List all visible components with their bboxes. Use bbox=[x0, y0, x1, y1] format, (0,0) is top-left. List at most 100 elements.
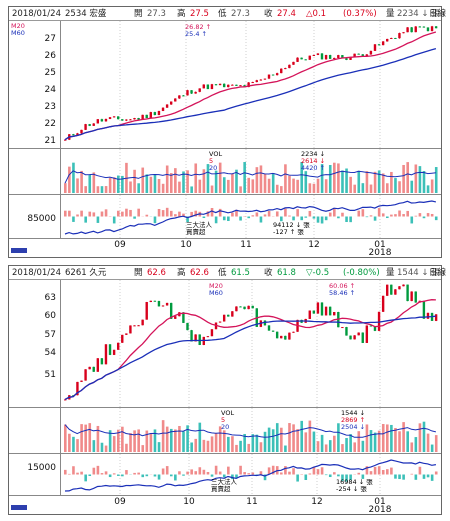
close-label: 收 bbox=[264, 268, 273, 278]
volume-value: 1544 ↓ 張 bbox=[397, 268, 440, 278]
candle-body bbox=[288, 64, 291, 69]
institutional-bar bbox=[357, 210, 361, 217]
open-label: 開 bbox=[134, 9, 143, 19]
volume-bar bbox=[304, 171, 308, 193]
volume-bar bbox=[243, 433, 246, 452]
stock-symbol: 6261 久元 bbox=[65, 268, 107, 278]
institutional-bar bbox=[133, 472, 136, 475]
volume-y-axis bbox=[9, 149, 61, 194]
institutional-bar bbox=[96, 216, 100, 223]
institutional-bar bbox=[341, 212, 344, 217]
volume-bar bbox=[410, 442, 414, 452]
candle-body bbox=[377, 44, 381, 46]
institutional-bar bbox=[178, 471, 181, 475]
institutional-bar bbox=[430, 474, 434, 481]
volume-bar bbox=[255, 434, 259, 452]
institutional-bar bbox=[137, 472, 140, 475]
volume-chart: VOL 5 20 1544 ↓ 2869 ↑ 2504 ↓ bbox=[9, 408, 441, 454]
candle-body bbox=[333, 57, 336, 59]
candle-body bbox=[116, 342, 120, 350]
volume-bar bbox=[251, 179, 255, 193]
candle-body bbox=[222, 83, 226, 88]
institutional-bar bbox=[434, 471, 438, 475]
more-button[interactable] bbox=[11, 248, 27, 253]
candle-body bbox=[104, 118, 108, 122]
institutional-bar bbox=[320, 467, 324, 475]
candle-body bbox=[125, 333, 128, 335]
change-value: ▽-0.5 bbox=[306, 268, 330, 278]
institutional-bar bbox=[259, 471, 263, 475]
institutional-bar bbox=[210, 208, 214, 217]
candle-body bbox=[239, 306, 242, 308]
candle-body bbox=[308, 310, 311, 319]
volume-bar bbox=[430, 179, 434, 193]
institutional-bar bbox=[198, 467, 202, 475]
open-value: 62.6 bbox=[147, 268, 166, 278]
institutional-line bbox=[64, 200, 437, 235]
volume-bar bbox=[121, 175, 124, 193]
candle-body bbox=[165, 302, 169, 306]
low-label: 低 bbox=[218, 268, 227, 278]
institutional-bar bbox=[141, 474, 145, 478]
institutional-bar bbox=[64, 210, 67, 217]
candle-body bbox=[316, 53, 320, 55]
institutional-bar bbox=[398, 474, 401, 480]
candle-body bbox=[141, 319, 144, 326]
volume-bar bbox=[72, 436, 75, 452]
candle-body bbox=[369, 325, 373, 327]
volume-bar bbox=[214, 433, 218, 452]
candle-body bbox=[251, 82, 254, 84]
high-label: 高 bbox=[177, 9, 186, 19]
vol-ma20-legend: 20 bbox=[209, 164, 218, 172]
candle-body bbox=[186, 322, 189, 331]
volume-bar bbox=[263, 173, 267, 193]
institutional-bar bbox=[169, 474, 173, 477]
volume-bar bbox=[377, 430, 381, 452]
volume-bar bbox=[133, 169, 136, 193]
volume-svg bbox=[64, 408, 438, 453]
institutional-bar bbox=[218, 208, 222, 217]
candlestick-plot: 26.82 ↑ 25.4 ↑ bbox=[61, 21, 441, 148]
institutional-bar bbox=[373, 466, 377, 475]
institutional-bar bbox=[394, 474, 397, 479]
candle-body bbox=[72, 134, 75, 136]
volume-bar bbox=[369, 184, 373, 193]
volume-bar bbox=[218, 162, 222, 193]
volume-bar bbox=[434, 435, 438, 452]
candle-body bbox=[239, 85, 242, 87]
volume-bar bbox=[198, 179, 202, 193]
volume-label: 量 bbox=[386, 268, 395, 278]
vol-ma20-value: 4420 ↑ bbox=[301, 164, 326, 172]
volume-bar bbox=[186, 170, 189, 193]
institutional-bar bbox=[430, 213, 434, 217]
volume-bar bbox=[231, 174, 234, 193]
candle-body bbox=[88, 366, 91, 370]
candle-body bbox=[165, 104, 169, 108]
volume-bar bbox=[198, 422, 202, 452]
institutional-bar bbox=[80, 471, 83, 475]
quote-header: 2018/01/24 2534 宏盛 開 27.3 高 27.5 低 27.3 … bbox=[9, 7, 446, 21]
institutional-bar bbox=[292, 468, 295, 475]
volume-bar bbox=[410, 180, 414, 193]
volume-bar bbox=[280, 186, 283, 193]
volume-bar bbox=[312, 431, 316, 452]
inst-value: 16984 ↓ 張 bbox=[336, 478, 373, 486]
volume-bar bbox=[137, 183, 140, 193]
volume-bar bbox=[178, 425, 181, 452]
year-label: 2018 bbox=[368, 248, 392, 258]
volume-bar bbox=[312, 183, 316, 193]
institutional-bar bbox=[373, 216, 377, 221]
volume-bar bbox=[328, 165, 332, 193]
volume-bar bbox=[402, 422, 405, 452]
volume-bar bbox=[353, 184, 357, 193]
more-button[interactable] bbox=[11, 505, 27, 510]
vol-legend: VOL bbox=[221, 409, 235, 417]
volume-bar bbox=[80, 170, 83, 193]
candle-body bbox=[125, 119, 128, 121]
candle-body bbox=[284, 335, 287, 340]
volume-chart: VOL 5 20 2234 ↓ 2614 ↓ 4420 ↑ bbox=[9, 149, 441, 195]
candle-body bbox=[365, 54, 369, 57]
institutional-bar bbox=[271, 465, 275, 475]
volume-bar bbox=[418, 423, 422, 452]
candle-body bbox=[422, 26, 426, 28]
